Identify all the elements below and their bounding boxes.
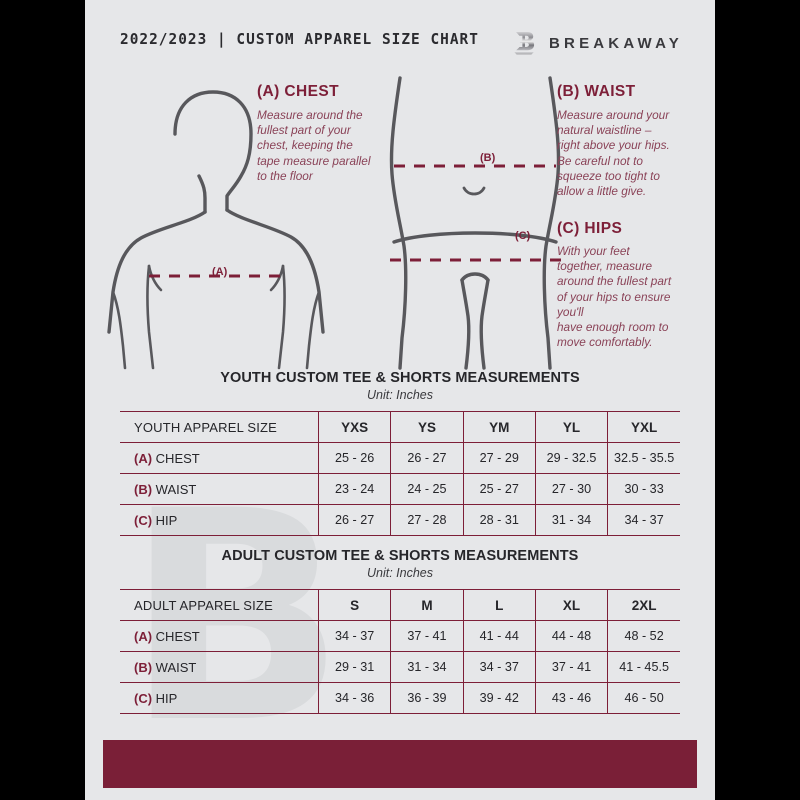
youth-row-hip-label: (C) HIP bbox=[120, 504, 319, 536]
row-name: CHEST bbox=[155, 450, 200, 466]
adult-chest-s: 34 - 37 bbox=[318, 620, 392, 652]
waist-heading: (B) WAIST bbox=[557, 83, 636, 100]
youth-table-unit: Unit: Inches bbox=[366, 388, 433, 402]
adult-waist-l: 34 - 37 bbox=[463, 651, 536, 683]
measurement-illustrations: (A) (B) (C) (A) CHEST Measure around the… bbox=[85, 70, 715, 370]
adult-col-xl: XL bbox=[535, 589, 609, 621]
youth-chest-yl: 29 - 32.5 bbox=[535, 442, 609, 474]
adult-row-waist-label: (B) WAIST bbox=[120, 651, 319, 683]
youth-col-yxs: YXS bbox=[318, 411, 392, 443]
youth-row-chest-label: (A) CHEST bbox=[120, 442, 319, 474]
youth-table-title: YOUTH CUSTOM TEE & SHORTS MEASUREMENTS bbox=[220, 370, 580, 386]
adult-waist-m: 31 - 34 bbox=[390, 651, 464, 683]
adult-row-hip-label: (C) HIP bbox=[120, 682, 319, 714]
adult-waist-s: 29 - 31 bbox=[318, 651, 392, 683]
adult-col-m: M bbox=[390, 589, 464, 621]
hips-figure-tag: (C) bbox=[515, 230, 531, 242]
row-name: HIP bbox=[155, 512, 178, 528]
youth-table-block: YOUTH CUSTOM TEE & SHORTS MEASUREMENTS U… bbox=[85, 370, 715, 536]
row-name: HIP bbox=[155, 690, 178, 706]
adult-col-2xl: 2XL bbox=[607, 589, 680, 621]
size-chart-page: B 2022/2023 | CUSTOM APPAREL SIZE CHART … bbox=[85, 0, 715, 800]
hips-heading: (C) HIPS bbox=[557, 220, 623, 237]
row-letter: (C) bbox=[134, 690, 153, 706]
adult-chest-l: 41 - 44 bbox=[463, 620, 536, 652]
row-letter: (C) bbox=[134, 512, 153, 528]
youth-col-yxl: YXL bbox=[607, 411, 680, 443]
adult-table-block: ADULT CUSTOM TEE & SHORTS MEASUREMENTS U… bbox=[85, 548, 715, 714]
youth-size-table: YOUTH APPAREL SIZE YXS YS YM YL YXL (A) … bbox=[120, 411, 680, 536]
youth-hip-yxs: 26 - 27 bbox=[318, 504, 392, 536]
row-letter: (A) bbox=[134, 450, 153, 466]
breakaway-b-logo-icon bbox=[514, 32, 535, 55]
adult-hip-m: 36 - 39 bbox=[390, 682, 464, 714]
adult-table-unit: Unit: Inches bbox=[366, 566, 433, 580]
page-title: 2022/2023 | CUSTOM APPAREL SIZE CHART bbox=[120, 30, 479, 48]
table-row: (B) WAIST 29 - 31 31 - 34 34 - 37 37 - 4… bbox=[120, 651, 680, 683]
adult-hip-xl: 43 - 46 bbox=[535, 682, 609, 714]
table-row: (C) HIP 26 - 27 27 - 28 28 - 31 31 - 34 … bbox=[120, 504, 680, 536]
adult-table-title: ADULT CUSTOM TEE & SHORTS MEASUREMENTS bbox=[221, 548, 579, 564]
adult-hip-2xl: 46 - 50 bbox=[607, 682, 680, 714]
waist-figure-tag: (B) bbox=[480, 152, 496, 164]
youth-hip-ym: 28 - 31 bbox=[463, 504, 536, 536]
row-name: WAIST bbox=[155, 481, 197, 497]
youth-row-header-label: YOUTH APPAREL SIZE bbox=[120, 411, 319, 443]
youth-col-yl: YL bbox=[535, 411, 609, 443]
youth-row-waist-label: (B) WAIST bbox=[120, 473, 319, 505]
chest-heading: (A) CHEST bbox=[257, 83, 339, 100]
youth-waist-ym: 25 - 27 bbox=[463, 473, 536, 505]
torso-figure-illustration bbox=[107, 90, 325, 370]
adult-hip-l: 39 - 42 bbox=[463, 682, 536, 714]
youth-chest-yxl: 32.5 - 35.5 bbox=[607, 442, 680, 474]
table-row: (A) CHEST 25 - 26 26 - 27 27 - 29 29 - 3… bbox=[120, 442, 680, 474]
chest-description: Measure around the fullest part of your … bbox=[257, 108, 371, 183]
youth-hip-yl: 31 - 34 bbox=[535, 504, 609, 536]
hips-description: With your feet together, measure around … bbox=[557, 244, 672, 350]
row-letter: (B) bbox=[134, 659, 153, 675]
youth-hip-yxl: 34 - 37 bbox=[607, 504, 680, 536]
table-row: ADULT APPAREL SIZE S M L XL 2XL bbox=[120, 589, 680, 621]
youth-col-ym: YM bbox=[463, 411, 536, 443]
youth-waist-yl: 27 - 30 bbox=[535, 473, 609, 505]
footer-bar bbox=[103, 740, 697, 788]
row-letter: (B) bbox=[134, 481, 153, 497]
chest-figure-tag: (A) bbox=[212, 266, 228, 278]
adult-waist-xl: 37 - 41 bbox=[535, 651, 609, 683]
youth-col-ys: YS bbox=[390, 411, 464, 443]
adult-chest-m: 37 - 41 bbox=[390, 620, 464, 652]
brand-name: BREAKAWAY bbox=[549, 35, 683, 52]
adult-size-table: ADULT APPAREL SIZE S M L XL 2XL (A) CHES… bbox=[120, 589, 680, 714]
youth-waist-yxs: 23 - 24 bbox=[318, 473, 392, 505]
adult-chest-xl: 44 - 48 bbox=[535, 620, 609, 652]
hips-figure-illustration bbox=[389, 76, 562, 370]
adult-hip-s: 34 - 36 bbox=[318, 682, 392, 714]
row-letter: (A) bbox=[134, 628, 153, 644]
youth-waist-ys: 24 - 25 bbox=[390, 473, 464, 505]
youth-chest-ys: 26 - 27 bbox=[390, 442, 464, 474]
table-row: (B) WAIST 23 - 24 24 - 25 25 - 27 27 - 3… bbox=[120, 473, 680, 505]
youth-chest-yxs: 25 - 26 bbox=[318, 442, 392, 474]
table-row: (A) CHEST 34 - 37 37 - 41 41 - 44 44 - 4… bbox=[120, 620, 680, 652]
row-name: CHEST bbox=[155, 628, 200, 644]
adult-col-l: L bbox=[463, 589, 536, 621]
adult-chest-2xl: 48 - 52 bbox=[607, 620, 680, 652]
youth-hip-ys: 27 - 28 bbox=[390, 504, 464, 536]
youth-chest-ym: 27 - 29 bbox=[463, 442, 536, 474]
adult-row-header-label: ADULT APPAREL SIZE bbox=[120, 589, 319, 621]
waist-description: Measure around your natural waistline – … bbox=[557, 108, 670, 199]
table-row: (C) HIP 34 - 36 36 - 39 39 - 42 43 - 46 … bbox=[120, 682, 680, 714]
adult-row-chest-label: (A) CHEST bbox=[120, 620, 319, 652]
table-row: YOUTH APPAREL SIZE YXS YS YM YL YXL bbox=[120, 411, 680, 443]
row-name: WAIST bbox=[155, 659, 197, 675]
page-header: 2022/2023 | CUSTOM APPAREL SIZE CHART BR… bbox=[85, 0, 715, 72]
youth-waist-yxl: 30 - 33 bbox=[607, 473, 680, 505]
adult-waist-2xl: 41 - 45.5 bbox=[607, 651, 680, 683]
adult-col-s: S bbox=[318, 589, 392, 621]
